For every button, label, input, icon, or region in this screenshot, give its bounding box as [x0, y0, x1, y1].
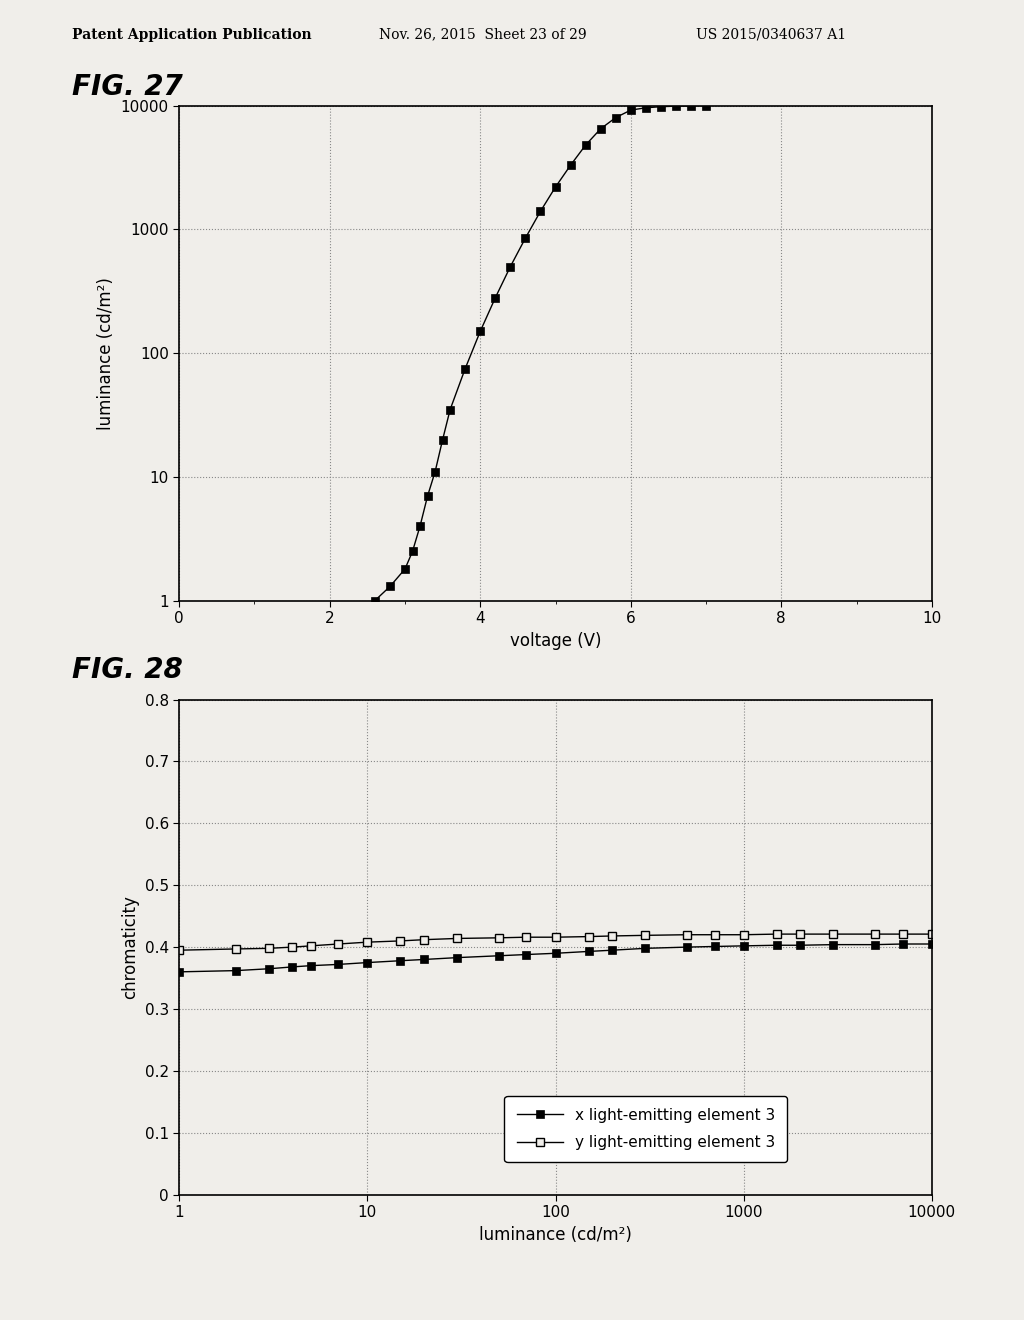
- y light-emitting element 3: [737, 927, 750, 942]
- y light-emitting element 3: [173, 942, 185, 958]
- x light-emitting element 3: [229, 962, 242, 978]
- Text: Patent Application Publication: Patent Application Publication: [72, 28, 311, 42]
- y light-emitting element 3: [897, 927, 909, 942]
- y light-emitting element 3: [606, 928, 618, 944]
- Y-axis label: luminance (cd/m²): luminance (cd/m²): [97, 277, 115, 429]
- Text: FIG. 27: FIG. 27: [72, 73, 182, 100]
- x light-emitting element 3: [394, 953, 407, 969]
- Text: US 2015/0340637 A1: US 2015/0340637 A1: [696, 28, 847, 42]
- y light-emitting element 3: [304, 939, 316, 954]
- y light-emitting element 3: [771, 927, 783, 942]
- x light-emitting element 3: [897, 936, 909, 952]
- x light-emitting element 3: [173, 964, 185, 979]
- Line: x light-emitting element 3: x light-emitting element 3: [175, 940, 936, 975]
- x light-emitting element 3: [361, 954, 374, 970]
- x light-emitting element 3: [520, 946, 532, 962]
- x light-emitting element 3: [709, 939, 721, 954]
- y light-emitting element 3: [418, 932, 430, 948]
- x light-emitting element 3: [639, 940, 651, 956]
- x light-emitting element 3: [263, 961, 275, 977]
- x light-emitting element 3: [549, 945, 561, 961]
- y light-emitting element 3: [263, 940, 275, 956]
- X-axis label: voltage (V): voltage (V): [510, 631, 601, 649]
- y light-emitting element 3: [451, 931, 463, 946]
- y light-emitting element 3: [827, 927, 840, 942]
- y light-emitting element 3: [869, 927, 882, 942]
- x light-emitting element 3: [869, 937, 882, 953]
- x light-emitting element 3: [681, 940, 693, 956]
- x light-emitting element 3: [451, 949, 463, 965]
- Text: Nov. 26, 2015  Sheet 23 of 29: Nov. 26, 2015 Sheet 23 of 29: [379, 28, 587, 42]
- x light-emitting element 3: [795, 937, 807, 953]
- x light-emitting element 3: [583, 944, 595, 960]
- x light-emitting element 3: [606, 942, 618, 958]
- x light-emitting element 3: [926, 936, 938, 952]
- x light-emitting element 3: [771, 937, 783, 953]
- Legend: x light-emitting element 3, y light-emitting element 3: x light-emitting element 3, y light-emit…: [505, 1096, 787, 1162]
- y light-emitting element 3: [549, 929, 561, 945]
- y light-emitting element 3: [639, 928, 651, 944]
- y light-emitting element 3: [361, 935, 374, 950]
- x light-emitting element 3: [737, 939, 750, 954]
- y light-emitting element 3: [332, 936, 344, 952]
- x light-emitting element 3: [332, 957, 344, 973]
- y light-emitting element 3: [926, 927, 938, 942]
- Y-axis label: chromaticity: chromaticity: [121, 895, 139, 999]
- y light-emitting element 3: [520, 929, 532, 945]
- x light-emitting element 3: [304, 958, 316, 974]
- y light-emitting element 3: [287, 940, 299, 956]
- Text: FIG. 28: FIG. 28: [72, 656, 182, 684]
- X-axis label: luminance (cd/m²): luminance (cd/m²): [479, 1225, 632, 1243]
- y light-emitting element 3: [709, 927, 721, 942]
- y light-emitting element 3: [229, 941, 242, 957]
- Line: y light-emitting element 3: y light-emitting element 3: [175, 929, 936, 954]
- x light-emitting element 3: [287, 958, 299, 974]
- y light-emitting element 3: [795, 927, 807, 942]
- y light-emitting element 3: [394, 933, 407, 949]
- y light-emitting element 3: [681, 927, 693, 942]
- x light-emitting element 3: [827, 937, 840, 953]
- x light-emitting element 3: [493, 948, 505, 964]
- y light-emitting element 3: [493, 929, 505, 945]
- x light-emitting element 3: [418, 952, 430, 968]
- y light-emitting element 3: [583, 929, 595, 945]
